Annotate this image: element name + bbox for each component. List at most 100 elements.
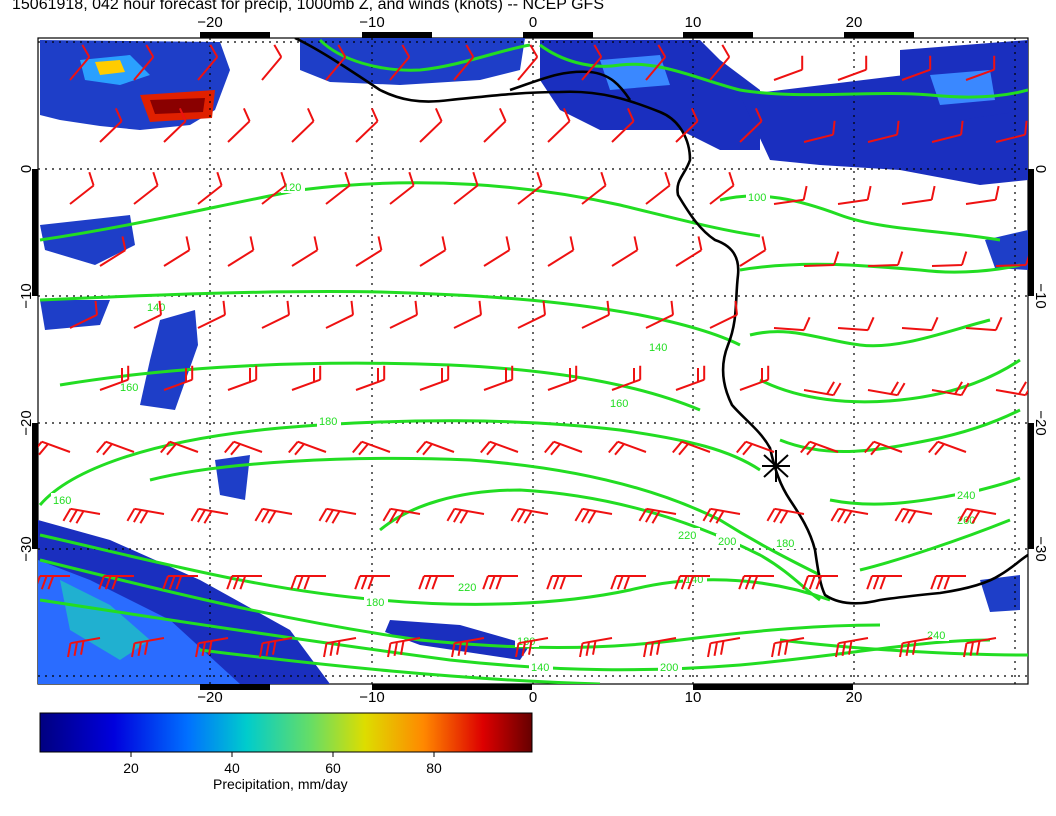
wind-barb-icon [197,44,219,81]
wind-barb-icon [995,381,1028,397]
lon-tick-label: −20 [197,14,222,31]
wind-barb-icon [453,300,482,329]
wind-barb-icon [611,236,639,267]
lon-tick-label: 20 [846,689,863,706]
lon-tick-label: −10 [359,14,384,31]
wind-barb-icon [864,440,903,456]
wind-barb-icon [160,440,199,456]
wind-barb-icon [581,44,603,81]
wind-barb-icon [254,507,293,524]
wind-barb-icon [773,185,808,205]
wind-barb-icon [645,171,671,205]
wind-barb-icon [163,365,194,391]
wind-barb-icon [291,107,315,143]
wind-barb-icon [581,300,610,329]
wind-barb-icon [446,507,485,524]
wind-barb-icon [318,507,357,524]
contour-label: 160 [53,495,71,507]
wind-barb-icon [517,171,543,205]
contour-label: 240 [927,630,945,642]
wind-barb-icon [707,637,741,658]
wind-barb-icon [510,507,549,524]
star-marker-icon [762,450,790,482]
wind-barb-icon [739,365,770,391]
wind-barb-icon [133,300,162,329]
wind-barb-icon [291,365,322,391]
contour-label: 140 [531,662,549,674]
wind-barb-icon [901,316,939,332]
wind-barb-icon [830,507,869,524]
wind-barb-icon [261,44,283,81]
graticule [38,38,1028,684]
wind-barb-icon [995,120,1028,143]
wind-barb-icon [224,440,263,456]
wind-barb-icon [901,55,932,81]
wind-barb-icon [901,185,936,205]
wind-barb-icon [197,300,226,329]
wind-barb-icon [547,365,578,391]
wind-barb-icon [773,55,804,81]
wind-barb-icon [517,300,546,329]
wind-barb-icon [546,575,582,590]
wind-barb-icon [574,507,613,524]
wind-barb-icon [131,637,165,658]
wind-barb-icon [69,171,95,205]
wind-barb-icon [867,381,906,397]
lat-tick-label: 0 [18,165,35,173]
wind-barb-icon [965,185,1000,205]
contour-label: 140 [649,342,667,354]
wind-barb-icon [227,236,255,267]
wind-barb-icon [261,171,287,205]
wind-barb-icon [610,575,646,590]
wind-barb-icon [802,575,838,590]
lon-tick-label: 10 [685,14,702,31]
wind-barb-icon [837,55,868,81]
wind-barb-icon [803,251,840,267]
wind-barb-icon [709,44,731,81]
wind-barb-icon [736,440,775,456]
wind-barb-icon [418,575,454,590]
wind-barb-icon [325,300,354,329]
wind-barb-icon [389,44,411,81]
wind-barb-icon [419,107,443,143]
wind-barb-icon [259,637,293,658]
wind-barb-icon [38,440,71,456]
top-axis-labels: −20 −10 0 10 20 [197,14,862,31]
wind-barb-icon [291,236,319,267]
wind-barb-icon [645,44,667,81]
wind-barb-icon [608,440,647,456]
contour-label: 140 [147,302,165,314]
wind-barb-icon [739,236,767,267]
wind-barb-icon [866,575,902,590]
wind-barb-icon [453,44,475,81]
contour-label: 160 [610,398,628,410]
contour-label: 160 [120,382,138,394]
wind-barb-icon [419,365,450,391]
wind-barb-icon [325,44,347,81]
wind-barb-icon [325,171,351,205]
contour-label: 200 [718,536,736,548]
colorbar-tick-label: 20 [123,760,139,776]
wind-barb-icon [453,171,479,205]
wind-barb-icon [835,637,869,658]
wind-barb-icon [709,171,735,205]
precipitation-colorbar [39,712,533,753]
wind-barb-icon [227,365,258,391]
lat-tick-label: −20 [18,410,35,435]
colorbar-tick-label: 40 [224,760,240,776]
colorbar-tick-labels: 20 40 60 80 [123,760,442,776]
lon-tick-label: −20 [197,689,222,706]
wind-barb-icon [611,365,642,391]
wind-barb-icon [483,107,507,143]
wind-barb-icon [190,507,229,524]
wind-barb-icon [837,185,872,205]
wind-barb-icon [931,120,964,143]
wind-barb-icon [674,575,710,590]
wind-barb-icon [99,236,127,267]
wind-barb-icon [163,236,191,267]
wind-barb-icon [581,171,607,205]
wind-barb-icon [290,575,326,590]
wind-barb-icon [355,236,383,267]
contour-label: 180 [366,597,384,609]
